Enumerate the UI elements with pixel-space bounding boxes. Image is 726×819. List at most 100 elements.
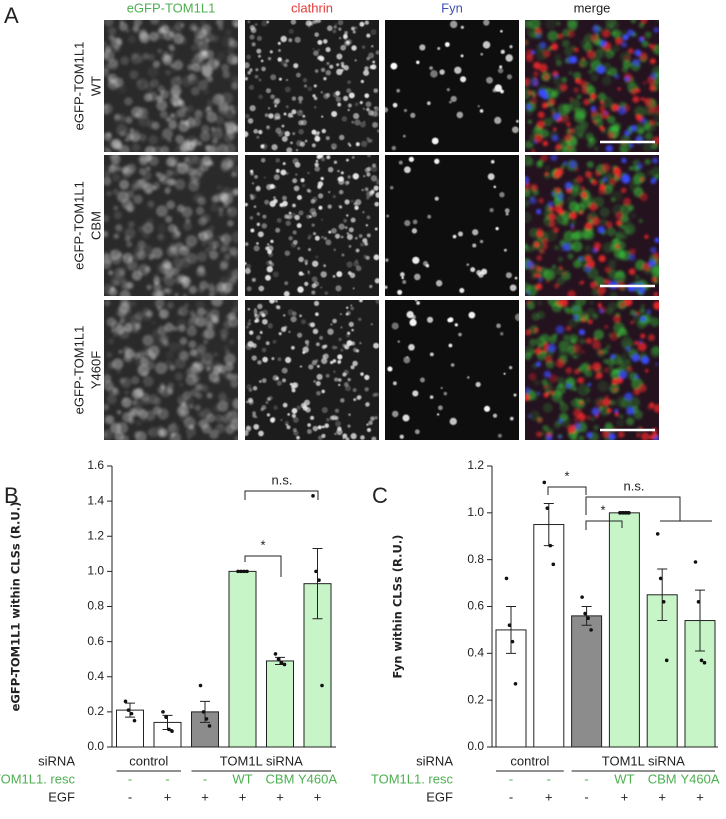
spot bbox=[369, 284, 373, 289]
spot bbox=[136, 78, 149, 91]
spot bbox=[222, 282, 233, 294]
spot bbox=[574, 403, 581, 410]
spot bbox=[352, 360, 358, 367]
spot bbox=[566, 122, 571, 127]
spot bbox=[311, 290, 316, 295]
spot bbox=[256, 212, 261, 216]
spot bbox=[410, 112, 416, 118]
spot bbox=[585, 132, 595, 142]
spot bbox=[333, 248, 336, 252]
spot bbox=[122, 254, 127, 260]
spot bbox=[361, 45, 366, 49]
spot bbox=[326, 155, 331, 160]
spot bbox=[608, 67, 618, 77]
spot bbox=[104, 68, 109, 77]
spot bbox=[130, 314, 143, 326]
spot bbox=[169, 364, 176, 371]
data-point bbox=[123, 699, 128, 704]
resc-label: CBM bbox=[648, 771, 677, 786]
spot bbox=[266, 266, 273, 273]
spot bbox=[323, 353, 329, 360]
spot bbox=[261, 66, 266, 72]
spot bbox=[273, 174, 280, 181]
spot bbox=[599, 40, 607, 47]
spot bbox=[120, 310, 132, 322]
spot bbox=[314, 166, 320, 172]
spot bbox=[298, 100, 303, 104]
spot bbox=[593, 424, 600, 431]
spot bbox=[609, 399, 616, 406]
spot bbox=[290, 316, 297, 323]
spot bbox=[316, 155, 322, 160]
spot bbox=[104, 283, 115, 296]
row-label: Y460F bbox=[88, 351, 103, 389]
spot bbox=[311, 276, 318, 283]
resc-label: WT bbox=[614, 771, 634, 786]
spot bbox=[327, 328, 334, 335]
spot bbox=[585, 171, 593, 179]
spot bbox=[334, 233, 341, 239]
spot bbox=[567, 290, 576, 296]
spot bbox=[181, 76, 193, 87]
spot bbox=[547, 212, 557, 222]
spot bbox=[265, 125, 271, 130]
spot bbox=[581, 227, 593, 239]
spot bbox=[559, 83, 568, 92]
spot bbox=[298, 256, 304, 263]
spot bbox=[629, 142, 634, 148]
spot bbox=[369, 138, 373, 143]
spot bbox=[113, 45, 120, 53]
spot bbox=[597, 302, 602, 307]
spot bbox=[277, 357, 282, 362]
spot bbox=[649, 435, 653, 440]
spot bbox=[569, 97, 573, 101]
spot bbox=[113, 211, 122, 220]
spot bbox=[142, 171, 152, 181]
resc-label: - bbox=[165, 771, 169, 786]
y-tick-label: 0.8 bbox=[467, 552, 484, 566]
spot bbox=[557, 256, 564, 262]
data-point bbox=[627, 511, 631, 515]
spot bbox=[370, 29, 377, 36]
spot bbox=[164, 215, 173, 223]
spot bbox=[604, 279, 611, 286]
spots bbox=[525, 20, 659, 152]
data-point bbox=[696, 600, 701, 604]
spot bbox=[479, 109, 484, 113]
spot bbox=[551, 264, 557, 270]
spot bbox=[284, 420, 290, 426]
spot bbox=[649, 85, 656, 92]
spot bbox=[106, 352, 113, 358]
spot bbox=[170, 85, 182, 97]
spot bbox=[227, 206, 238, 217]
spot bbox=[593, 329, 604, 340]
spot bbox=[348, 227, 354, 233]
spot bbox=[338, 337, 342, 342]
spot bbox=[181, 206, 193, 218]
spot bbox=[142, 311, 152, 321]
spot bbox=[157, 85, 165, 93]
spot bbox=[290, 212, 296, 219]
spot bbox=[627, 48, 634, 54]
spot bbox=[354, 102, 359, 107]
spot bbox=[527, 159, 535, 167]
spot bbox=[280, 418, 283, 422]
resc-label: - bbox=[509, 771, 513, 786]
spot bbox=[265, 341, 270, 346]
spot bbox=[373, 88, 378, 93]
bar bbox=[533, 524, 565, 748]
y-tick-label: 1.4 bbox=[87, 493, 104, 507]
spot bbox=[603, 358, 609, 364]
spot bbox=[431, 137, 439, 145]
spot bbox=[200, 408, 213, 420]
spot bbox=[332, 275, 336, 278]
spot bbox=[366, 423, 369, 426]
spot bbox=[650, 177, 657, 185]
spot bbox=[527, 245, 535, 253]
spot bbox=[179, 119, 185, 124]
spot bbox=[492, 413, 498, 418]
spot bbox=[554, 204, 563, 214]
spot bbox=[285, 172, 289, 175]
spot bbox=[358, 317, 362, 322]
spot bbox=[555, 325, 565, 334]
